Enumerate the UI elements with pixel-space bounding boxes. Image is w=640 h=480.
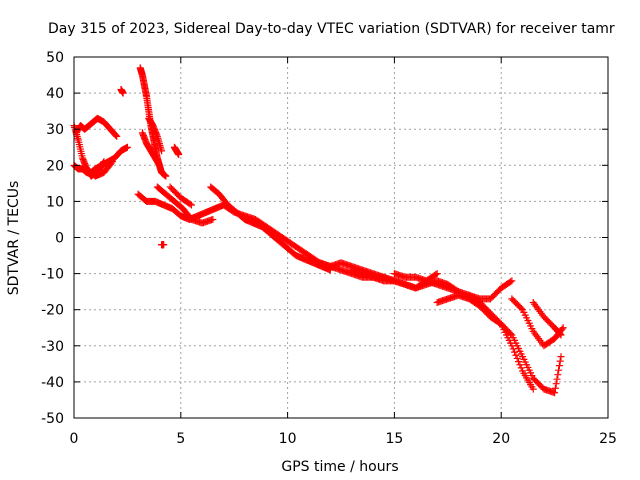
data-point: [175, 150, 183, 158]
data-point: [554, 371, 562, 379]
data-point: [551, 384, 559, 392]
series-arc-i: [170, 143, 183, 158]
x-tick-label: 25: [599, 431, 617, 447]
y-tick-label: -10: [41, 267, 64, 283]
data-point: [555, 366, 563, 374]
data-point: [507, 330, 515, 338]
data-point: [557, 353, 565, 361]
x-tick-label: 15: [385, 431, 403, 447]
data-point: [209, 215, 217, 223]
data-point: [162, 172, 170, 180]
y-tick-label: 40: [46, 86, 64, 102]
y-tick-label: -40: [41, 375, 64, 391]
series-arc-v: [529, 298, 565, 339]
data-point: [123, 143, 131, 151]
series-arc-t: [465, 291, 537, 393]
data-point: [557, 331, 565, 339]
x-tick-label: 5: [176, 431, 185, 447]
data-point: [556, 330, 564, 338]
data-point: [160, 241, 168, 249]
y-tick-label: -50: [41, 411, 64, 427]
data-point: [108, 158, 116, 166]
data-point: [187, 201, 195, 209]
data-point: [186, 200, 194, 208]
series-arc-d: [83, 158, 116, 180]
data-point: [515, 358, 523, 366]
axis-ticks: 0 5 10 15 20 25 -50 -40 -30 -20 -10 0 10 20 30 40 50: [41, 50, 617, 447]
data-point: [558, 325, 566, 333]
data-point: [433, 270, 441, 278]
data-point: [512, 351, 520, 359]
data-point: [517, 364, 525, 372]
y-tick-label: 20: [46, 158, 64, 174]
data-point: [556, 357, 564, 365]
x-axis-label: GPS time / hours: [281, 459, 398, 475]
data-marks: [70, 64, 567, 397]
y-tick-label: 50: [46, 50, 64, 66]
series-arc-k: [153, 183, 217, 227]
y-tick-label: -30: [41, 339, 64, 355]
series-arc-c: [72, 114, 121, 140]
data-point: [508, 277, 516, 285]
y-tick-label: 0: [55, 231, 64, 247]
series-arc-h: [117, 85, 127, 97]
series-arc-m: [158, 241, 168, 249]
y-tick-label: -20: [41, 303, 64, 319]
data-point: [107, 159, 115, 167]
data-point: [496, 319, 504, 327]
data-point: [511, 348, 519, 356]
x-tick-label: 20: [492, 431, 510, 447]
data-point: [158, 147, 166, 155]
y-axis-label: SDTVAR / TECUs: [6, 181, 22, 296]
data-point: [432, 271, 440, 279]
data-point: [516, 361, 524, 369]
series-arc-l: [166, 183, 195, 209]
data-point: [553, 375, 561, 383]
y-tick-label: 30: [46, 122, 64, 138]
chart-title: Day 315 of 2023, Sidereal Day-to-day VTE…: [48, 21, 615, 37]
data-point: [155, 161, 163, 169]
data-point: [112, 132, 120, 140]
data-point: [559, 324, 567, 332]
y-tick-label: 10: [46, 194, 64, 210]
series-arc-g: [145, 114, 166, 155]
series-arc-f: [138, 129, 163, 169]
data-point: [113, 132, 121, 140]
data-point: [529, 385, 537, 393]
data-point: [513, 354, 521, 362]
data-point: [509, 345, 517, 353]
data-point: [508, 342, 516, 350]
x-tick-label: 0: [70, 431, 79, 447]
data-point: [552, 380, 560, 388]
data-point: [551, 389, 559, 397]
data-point: [507, 278, 515, 286]
x-tick-label: 10: [279, 431, 297, 447]
data-point: [555, 362, 563, 370]
data-point: [517, 304, 525, 312]
data-point: [119, 89, 127, 97]
